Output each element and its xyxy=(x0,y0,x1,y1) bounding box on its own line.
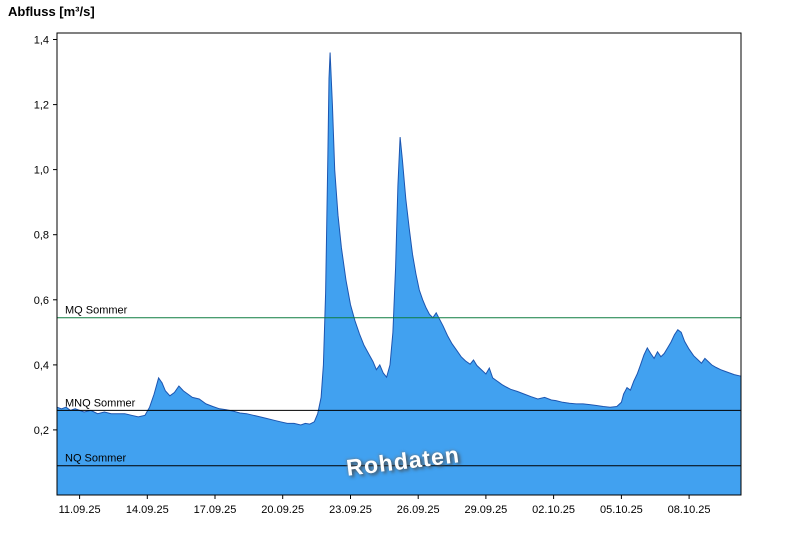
y-tick-label-0: 0,2 xyxy=(34,425,49,437)
x-tick-label-9: 08.10.25 xyxy=(668,504,711,516)
y-tick-label-4: 1,0 xyxy=(34,165,49,177)
reference-line-label-2: NQ Sommer xyxy=(65,453,126,465)
y-axis-title: Abfluss [m³/s] xyxy=(8,4,95,19)
x-tick-label-1: 14.09.25 xyxy=(126,504,169,516)
x-tick-label-0: 11.09.25 xyxy=(59,504,101,516)
y-tick-label-6: 1,4 xyxy=(34,35,49,47)
y-tick-label-1: 0,4 xyxy=(34,360,49,372)
x-tick-label-4: 23.09.25 xyxy=(329,504,372,516)
x-tick-label-3: 20.09.25 xyxy=(261,504,304,516)
x-tick-label-2: 17.09.25 xyxy=(194,504,237,516)
x-tick-label-5: 26.09.25 xyxy=(397,504,440,516)
reference-line-label-0: MQ Sommer xyxy=(65,305,128,317)
x-tick-label-7: 02.10.25 xyxy=(532,504,575,516)
x-tick-label-6: 29.09.25 xyxy=(464,504,507,516)
y-tick-label-5: 1,2 xyxy=(34,100,49,112)
reference-line-label-1: MNQ Sommer xyxy=(65,397,136,409)
discharge-area xyxy=(57,52,741,495)
y-tick-label-2: 0,6 xyxy=(34,295,49,307)
y-tick-label-3: 0,8 xyxy=(34,230,49,242)
plot-border xyxy=(56,32,742,496)
x-tick-label-8: 05.10.25 xyxy=(600,504,643,516)
discharge-line xyxy=(56,52,742,426)
